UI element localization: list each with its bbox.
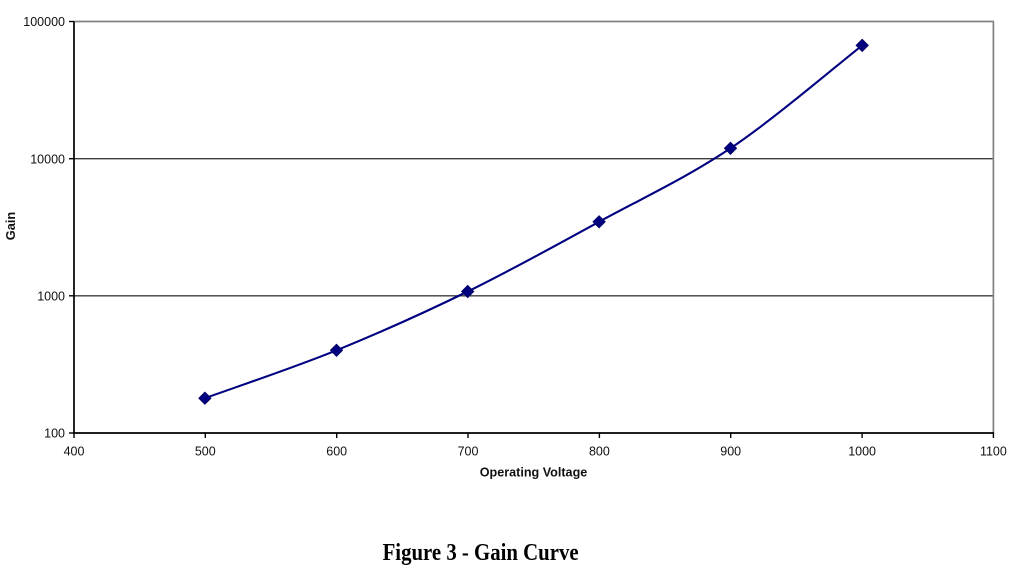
- svg-text:1000: 1000: [37, 290, 65, 304]
- svg-text:500: 500: [195, 445, 216, 459]
- svg-text:1100: 1100: [980, 445, 1007, 459]
- svg-text:400: 400: [64, 445, 85, 459]
- svg-text:600: 600: [326, 445, 347, 459]
- svg-text:Operating Voltage: Operating Voltage: [480, 466, 588, 480]
- svg-text:900: 900: [720, 445, 741, 459]
- svg-text:1000: 1000: [848, 445, 876, 459]
- svg-text:700: 700: [458, 445, 479, 459]
- svg-text:10000: 10000: [30, 152, 65, 166]
- svg-text:800: 800: [589, 445, 610, 459]
- svg-text:Gain: Gain: [3, 212, 18, 241]
- svg-text:100000: 100000: [23, 15, 65, 29]
- svg-text:100: 100: [44, 427, 65, 441]
- svg-text:Figure 3 - Gain Curve: Figure 3 - Gain Curve: [383, 540, 579, 566]
